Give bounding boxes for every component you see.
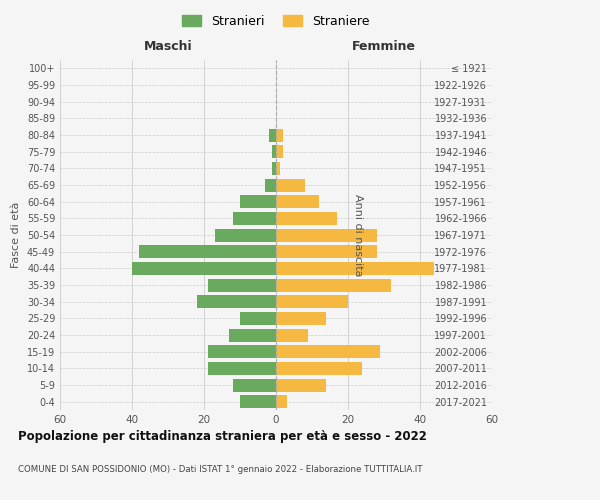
Bar (276, 345, 380, 358)
Y-axis label: Anni di nascita: Anni di nascita (353, 194, 363, 276)
Bar (215, 228, 276, 241)
Bar (276, 362, 362, 375)
Bar (276, 262, 434, 275)
Bar (132, 262, 276, 275)
Bar (276, 245, 377, 258)
Bar (272, 145, 276, 158)
Bar (276, 278, 391, 291)
Bar (276, 178, 305, 192)
Bar (233, 212, 276, 225)
Bar (208, 362, 276, 375)
Legend: Stranieri, Straniere: Stranieri, Straniere (179, 11, 373, 32)
Bar (265, 178, 276, 192)
Bar (208, 278, 276, 291)
Bar (240, 195, 276, 208)
Bar (139, 245, 276, 258)
Bar (276, 162, 280, 175)
Bar (276, 212, 337, 225)
Bar (208, 345, 276, 358)
Bar (197, 295, 276, 308)
Bar (276, 295, 348, 308)
Bar (276, 228, 377, 241)
Text: Popolazione per cittadinanza straniera per età e sesso - 2022: Popolazione per cittadinanza straniera p… (18, 430, 427, 443)
Text: Maschi: Maschi (143, 40, 193, 54)
Text: Femmine: Femmine (352, 40, 416, 54)
Bar (233, 378, 276, 392)
Bar (276, 312, 326, 325)
Bar (276, 328, 308, 342)
Bar (240, 395, 276, 408)
Bar (276, 145, 283, 158)
Bar (276, 395, 287, 408)
Text: COMUNE DI SAN POSSIDONIO (MO) - Dati ISTAT 1° gennaio 2022 - Elaborazione TUTTIT: COMUNE DI SAN POSSIDONIO (MO) - Dati IST… (18, 465, 422, 474)
Bar (276, 195, 319, 208)
Bar (276, 128, 283, 141)
Bar (229, 328, 276, 342)
Bar (240, 312, 276, 325)
Bar (269, 128, 276, 141)
Bar (276, 378, 326, 392)
Bar (272, 162, 276, 175)
Y-axis label: Fasce di età: Fasce di età (11, 202, 21, 268)
